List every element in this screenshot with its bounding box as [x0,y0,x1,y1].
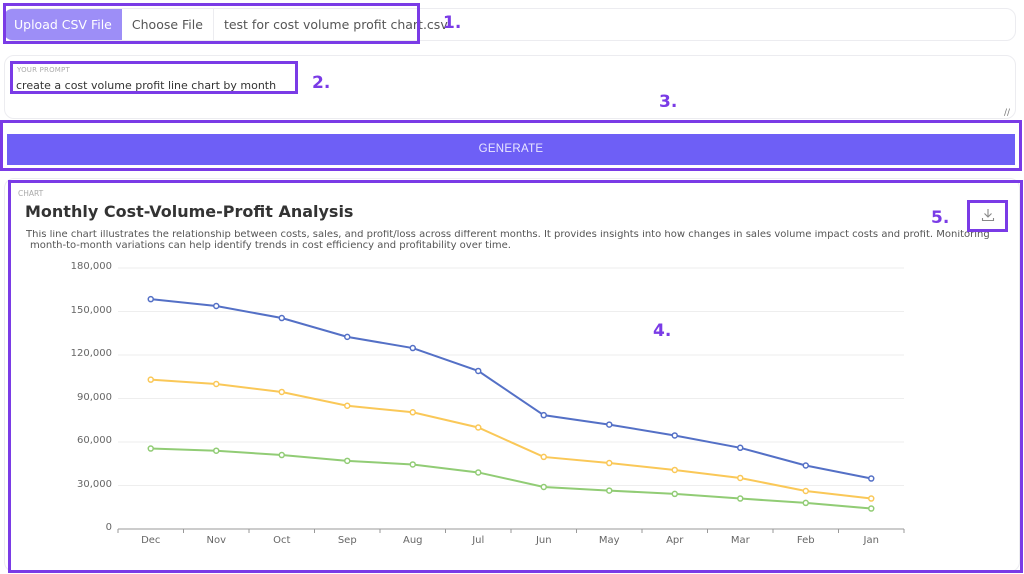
x-tick-label: Aug [402,535,423,546]
y-tick-label: 60,000 [77,435,112,446]
x-tick-label: Nov [206,535,227,546]
download-icon [981,209,995,222]
resize-grip-icon[interactable]: ∕∕ [1004,108,1011,118]
choose-file-button[interactable]: Choose File [121,9,214,40]
prompt-textarea[interactable] [4,55,1016,119]
x-tick-label: Jan [863,535,879,546]
y-tick-label: 180,000 [70,261,112,272]
chart-description-cont: month-to-month variations can help ident… [30,240,511,251]
prompt-caption: YOUR PROMPT [17,66,70,74]
x-tick-label: Dec [141,535,161,546]
chart-description: This line chart illustrates the relation… [26,230,990,240]
annotation-label-4: 4. [653,321,672,341]
y-tick-label: 120,000 [70,348,112,359]
upload-csv-label: Upload CSV File [4,9,122,40]
annotation-label-5: 5. [931,208,950,228]
file-upload-group[interactable]: Upload CSV File Choose File test for cos… [4,9,458,40]
y-tick-label: 90,000 [77,391,112,403]
x-tick-label: Feb [796,535,815,546]
chart-title: Monthly Cost-Volume-Profit Analysis [25,202,354,221]
annotation-label-1: 1. [443,13,462,33]
y-tick-label: 150,000 [70,304,112,316]
generate-button[interactable]: GENERATE [7,134,1015,165]
y-tick-label: 0 [105,522,112,533]
prompt-input-value[interactable]: create a cost volume profit line chart b… [16,79,277,92]
y-tick-label: 30,000 [77,478,112,490]
x-tick-label: May [598,535,620,546]
selected-file-name: test for cost volume profit chart.csv [213,9,458,40]
x-tick-label: Oct [273,535,291,546]
annotation-label-3: 3. [659,92,678,112]
download-button[interactable] [977,205,999,225]
x-tick-label: Jun [535,535,552,546]
chart-caption: CHART [18,189,44,198]
x-tick-label: Sep [337,535,357,546]
annotation-label-2: 2. [312,73,331,93]
x-tick-label: Mar [730,535,750,546]
x-tick-label: Jul [472,535,485,546]
x-tick-label: Apr [666,535,684,546]
